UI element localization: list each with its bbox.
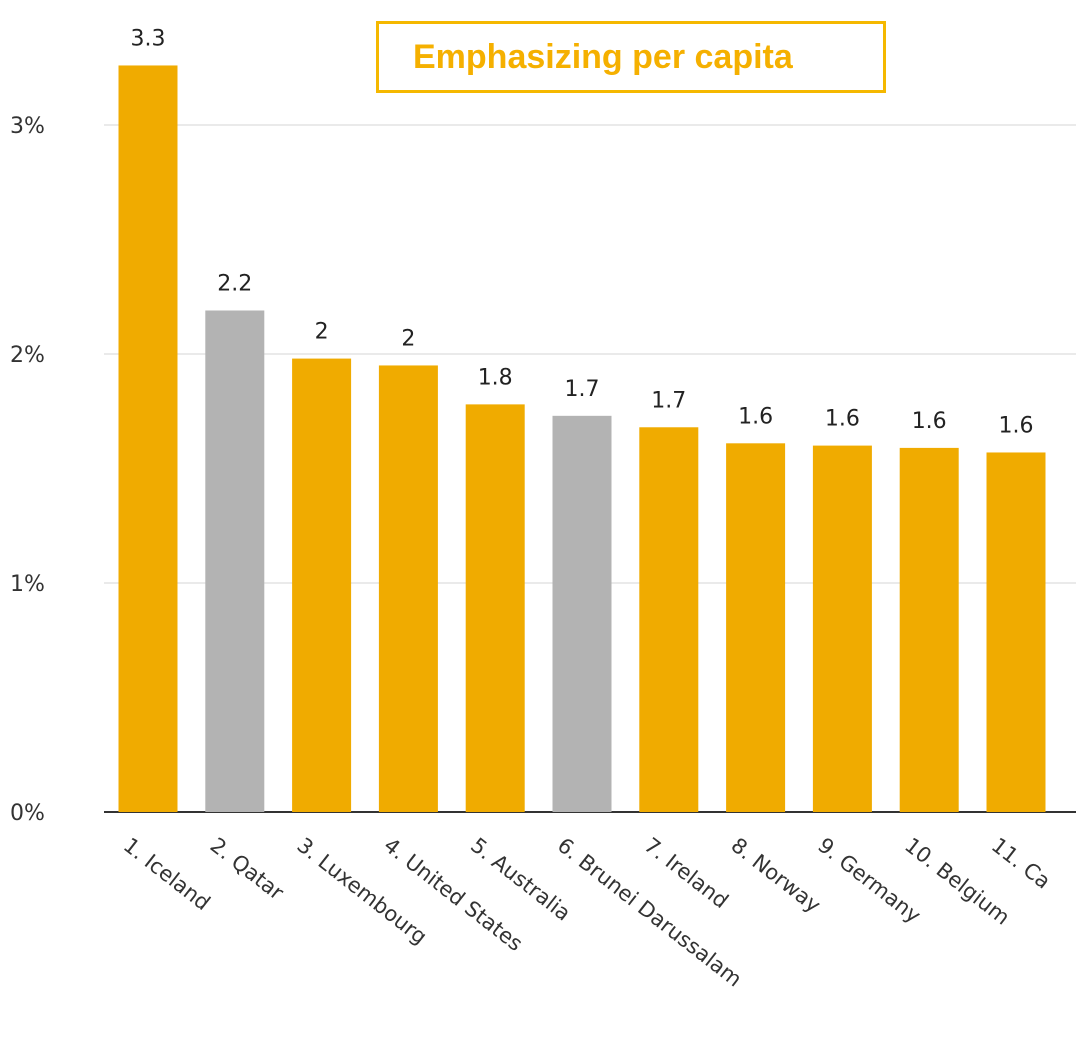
bar	[292, 358, 352, 812]
data-labels: 3.3 2.2 2 2 1.8 1.7 1.7 1.6 1.6 1.6 1.6	[131, 26, 1034, 438]
annotation-text: Emphasizing per capita	[413, 37, 793, 76]
data-label: 1.6	[912, 409, 947, 434]
y-tick-label: 2%	[10, 343, 45, 368]
data-label: 1.7	[565, 377, 600, 402]
data-label: 1.6	[825, 407, 860, 432]
bar	[812, 445, 872, 812]
bar	[118, 65, 178, 812]
data-label: 1.6	[738, 404, 773, 429]
data-label: 1.6	[999, 413, 1034, 438]
bar	[465, 404, 525, 812]
y-tick-label: 3%	[10, 114, 45, 139]
y-axis-ticks: 0% 1% 2% 3%	[10, 114, 45, 826]
category-label: 8. Norway	[727, 833, 826, 917]
data-label: 1.8	[478, 365, 513, 390]
data-label: 2.2	[217, 271, 252, 296]
y-tick-label: 0%	[10, 801, 45, 826]
bar	[378, 365, 438, 812]
category-label: 2. Qatar	[206, 833, 289, 905]
bar	[726, 443, 786, 812]
category-label: 1. Iceland	[119, 833, 215, 915]
bar	[552, 415, 612, 812]
category-label: 11. Ca	[987, 833, 1055, 894]
data-label: 2	[315, 320, 329, 345]
bars	[118, 65, 1046, 812]
bar	[639, 427, 699, 812]
bar	[899, 447, 959, 812]
data-label: 2	[401, 326, 415, 351]
data-label: 3.3	[131, 26, 166, 51]
bar	[205, 310, 265, 812]
annotation-callout: Emphasizing per capita	[376, 21, 886, 93]
data-label: 1.7	[651, 388, 686, 413]
bar	[986, 452, 1046, 812]
y-tick-label: 1%	[10, 572, 45, 597]
